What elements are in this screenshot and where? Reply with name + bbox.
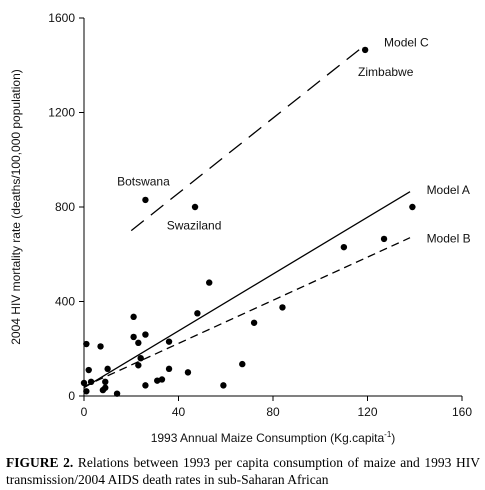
annotation-model-c: Model C [384, 35, 429, 49]
annotation-model-a: Model A [427, 183, 470, 197]
data-point [104, 365, 111, 373]
x-tick-label: 40 [172, 405, 186, 419]
data-point [191, 203, 199, 211]
regression-line-model-a [83, 191, 411, 389]
data-point [102, 384, 109, 391]
regression-line-model-c [130, 48, 361, 232]
data-point [194, 310, 201, 317]
annotation-swaziland: Swaziland [167, 218, 222, 232]
data-point [361, 46, 369, 54]
data-point [135, 362, 142, 369]
y-tick-label: 0 [68, 389, 75, 403]
data-point [130, 313, 137, 321]
y-tick-label: 1200 [48, 106, 75, 120]
data-point [80, 379, 88, 387]
data-point [130, 333, 137, 341]
data-point [137, 355, 144, 362]
data-point [184, 369, 192, 376]
data-point [142, 331, 149, 338]
data-point [83, 340, 90, 348]
data-point [87, 378, 95, 386]
y-tick-label: 800 [55, 200, 75, 214]
data-point [165, 365, 173, 373]
data-point [135, 339, 142, 347]
x-tick-label: 80 [266, 405, 280, 419]
regression-line-model-b [83, 237, 411, 388]
data-point [97, 343, 104, 350]
data-point [83, 388, 90, 395]
annotation-botswana: Botswana [117, 175, 170, 189]
y-axis-label: 2004 HIV mortality rate (deaths/100,000 … [9, 69, 23, 345]
data-point [158, 376, 166, 383]
data-point [142, 196, 149, 204]
data-point [113, 390, 121, 397]
caption-label: FIGURE 2. [6, 455, 74, 470]
x-tick-label: 120 [357, 405, 377, 419]
data-point [206, 279, 213, 286]
annotation-zimbabwe: Zimbabwe [358, 65, 414, 79]
y-tick-label: 400 [55, 295, 75, 309]
data-point [239, 360, 246, 368]
figure-caption: FIGURE 2. Relations between 1993 per cap… [6, 454, 480, 488]
data-point [85, 366, 92, 374]
y-tick-label: 1600 [48, 11, 75, 25]
data-point [250, 319, 258, 326]
data-point [142, 382, 149, 389]
data-point [279, 304, 286, 311]
data-point [165, 338, 173, 345]
x-axis-label: 1993 Annual Maize Consumption (Kg.capita… [151, 430, 396, 445]
data-point [380, 235, 388, 243]
data-point [409, 203, 416, 211]
annotation-model-b: Model B [427, 231, 471, 245]
data-point [102, 378, 109, 386]
x-tick-label: 160 [452, 405, 472, 419]
x-tick-label: 0 [81, 405, 88, 419]
caption-text: Relations between 1993 per capita consum… [6, 455, 480, 487]
data-point [340, 243, 348, 251]
data-point [220, 382, 227, 389]
